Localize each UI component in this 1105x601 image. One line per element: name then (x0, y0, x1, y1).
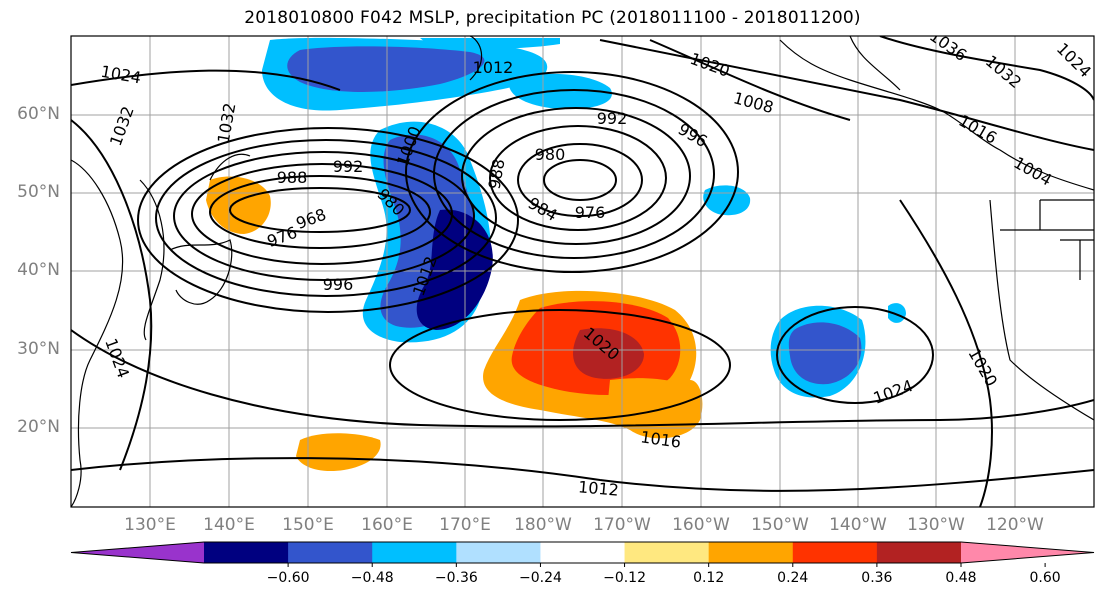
lat-label: 60°N (17, 104, 60, 124)
isobar-label: 1012 (473, 58, 514, 77)
isobar-label: 976 (575, 203, 606, 222)
lon-label: 180°W (514, 515, 572, 535)
isobar-label: 996 (323, 275, 354, 294)
lon-label: 160°E (361, 515, 413, 535)
lon-label: 120°W (986, 515, 1044, 535)
lat-label: 40°N (17, 260, 60, 280)
lon-label: 130°E (124, 515, 176, 535)
lat-label: 20°N (17, 417, 60, 437)
lon-label: 140°W (829, 515, 887, 535)
isobar-label: 992 (597, 109, 628, 128)
isobars (71, 36, 1094, 507)
graticule (71, 36, 1094, 507)
lon-label: 150°W (751, 515, 809, 535)
colorbar-label: 0.60 (1029, 570, 1061, 586)
colorbar-label: −0.24 (518, 570, 562, 586)
colorbar-label: 0.24 (777, 570, 809, 586)
lon-label: 140°E (203, 515, 255, 535)
lat-label: 30°N (17, 339, 60, 359)
lon-label: 130°W (907, 515, 965, 535)
colorbar-label: 0.48 (945, 570, 977, 586)
colorbar-label: −0.12 (603, 570, 646, 586)
colorbar-label: −0.60 (266, 570, 310, 586)
isobar-label: 1012 (577, 477, 619, 499)
colorbar-label: −0.36 (434, 570, 478, 586)
colorbar-label: 0.36 (861, 570, 893, 586)
isobar-label: 992 (333, 157, 364, 176)
isobar-label: 988 (277, 168, 308, 187)
lat-label: 50°N (17, 182, 60, 202)
lon-label: 150°E (282, 515, 334, 535)
map-frame (70, 35, 1095, 508)
colorbar-label: 0.12 (693, 570, 725, 586)
map-title: 2018010800 F042 MSLP, precipitation PC (… (244, 8, 861, 28)
colorbar-label: −0.48 (350, 570, 394, 586)
isobar-label: 980 (535, 145, 566, 164)
lon-label: 160°W (672, 515, 730, 535)
lon-label: 170°W (593, 515, 651, 535)
lon-label: 170°E (439, 515, 491, 535)
